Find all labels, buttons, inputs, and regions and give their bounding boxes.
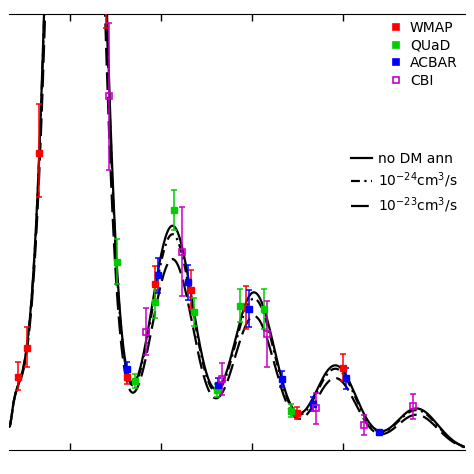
Legend: no DM ann, $10^{-24}$cm$^3$/s, $10^{-23}$cm$^3$/s: no DM ann, $10^{-24}$cm$^3$/s, $10^{-23}… bbox=[351, 152, 457, 215]
